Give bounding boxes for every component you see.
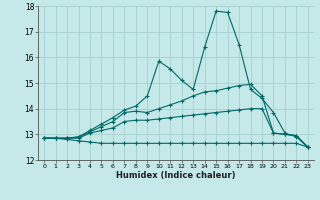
X-axis label: Humidex (Indice chaleur): Humidex (Indice chaleur) — [116, 171, 236, 180]
